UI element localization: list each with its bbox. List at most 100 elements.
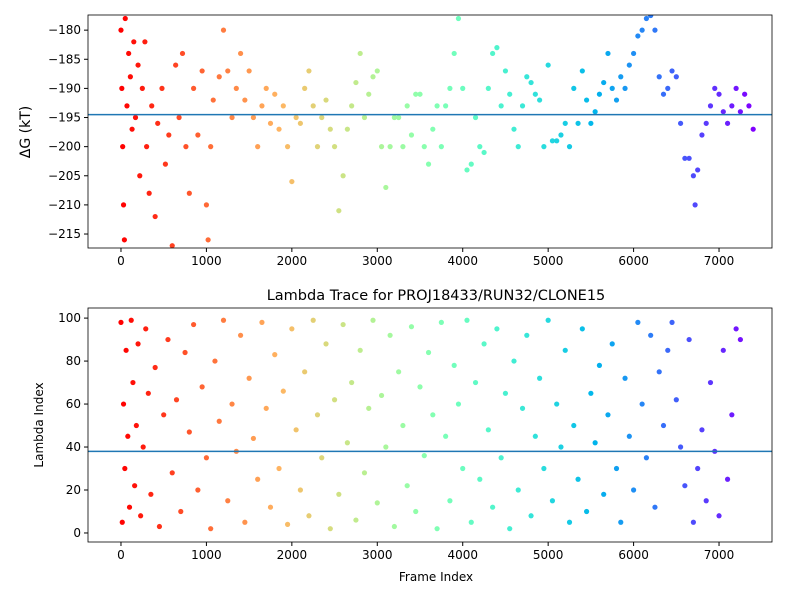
point <box>396 369 402 375</box>
point <box>652 27 658 33</box>
point <box>532 91 538 97</box>
point <box>622 375 628 381</box>
point <box>472 379 479 386</box>
point <box>123 347 129 353</box>
point <box>566 519 573 525</box>
y-tick-label: −200 <box>48 140 81 154</box>
point <box>173 397 180 403</box>
point <box>284 144 291 150</box>
point <box>665 85 671 91</box>
point <box>635 319 641 325</box>
y-tick-label: 40 <box>66 440 81 454</box>
point <box>682 483 688 489</box>
x-tick-label: 1000 <box>191 254 222 268</box>
point <box>400 144 406 150</box>
point <box>144 144 150 150</box>
point <box>374 68 380 74</box>
point <box>511 126 517 132</box>
point <box>404 103 410 109</box>
point <box>242 519 248 525</box>
point <box>699 427 705 433</box>
point <box>361 114 368 121</box>
point <box>135 62 141 68</box>
point <box>737 336 743 343</box>
point <box>468 519 474 525</box>
point <box>660 422 667 429</box>
point <box>242 97 248 103</box>
point <box>280 388 286 394</box>
point <box>169 243 175 248</box>
point <box>208 526 214 532</box>
point <box>118 27 124 33</box>
point <box>336 208 342 214</box>
point <box>250 114 257 121</box>
point <box>122 15 128 22</box>
point <box>310 317 316 323</box>
point <box>314 412 321 418</box>
point <box>349 379 355 386</box>
x-tick-label: 4000 <box>447 254 478 268</box>
point <box>220 317 227 323</box>
point <box>460 85 466 91</box>
point <box>156 523 163 530</box>
point <box>451 362 457 368</box>
point <box>208 144 214 150</box>
point <box>344 440 350 446</box>
point <box>246 68 252 74</box>
point <box>707 103 714 109</box>
point <box>430 126 436 132</box>
point <box>443 103 449 109</box>
point <box>639 27 645 33</box>
point <box>327 526 333 532</box>
point <box>391 114 397 121</box>
point <box>656 369 662 375</box>
point <box>464 317 470 323</box>
point <box>703 498 709 504</box>
point <box>524 332 530 338</box>
x-tick-label: 3000 <box>362 254 393 268</box>
point <box>182 349 188 356</box>
point <box>306 513 312 519</box>
point <box>421 453 427 459</box>
point <box>126 504 133 510</box>
point <box>216 74 222 80</box>
point <box>673 397 679 403</box>
point <box>468 161 474 167</box>
point <box>237 332 244 338</box>
point <box>145 390 151 396</box>
point <box>742 91 748 97</box>
point <box>729 103 735 109</box>
point <box>233 85 239 91</box>
point <box>605 412 611 418</box>
point <box>451 50 457 57</box>
point <box>396 114 402 121</box>
point <box>120 202 127 208</box>
point <box>477 144 483 150</box>
point <box>159 85 165 91</box>
point <box>122 465 128 472</box>
point <box>648 332 654 338</box>
point <box>438 144 444 150</box>
point <box>404 483 410 489</box>
point <box>220 27 227 33</box>
point <box>682 155 688 161</box>
point <box>391 523 397 530</box>
point <box>148 491 154 497</box>
point <box>267 504 274 510</box>
point <box>498 103 504 109</box>
point <box>124 103 130 109</box>
y-tick-label: 80 <box>66 354 81 368</box>
point <box>729 412 735 418</box>
point <box>413 508 419 515</box>
point <box>152 364 158 371</box>
x-tick-label: 7000 <box>704 254 735 268</box>
point <box>541 144 547 150</box>
point <box>669 319 675 325</box>
point <box>225 498 231 504</box>
point <box>630 487 637 493</box>
point <box>485 427 491 433</box>
point <box>199 68 205 74</box>
point <box>677 120 684 126</box>
point <box>125 433 131 439</box>
point <box>120 401 127 407</box>
